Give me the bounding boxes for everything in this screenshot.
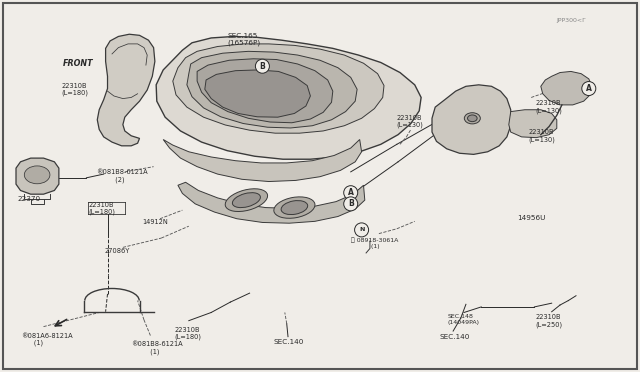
Polygon shape — [97, 34, 155, 146]
Polygon shape — [432, 85, 511, 154]
Polygon shape — [541, 71, 592, 105]
Ellipse shape — [274, 197, 315, 218]
Ellipse shape — [281, 201, 308, 215]
Circle shape — [344, 186, 358, 200]
Polygon shape — [163, 140, 362, 182]
Text: 22310B
(L=130): 22310B (L=130) — [397, 115, 424, 128]
FancyBboxPatch shape — [3, 3, 637, 369]
Text: B: B — [348, 199, 353, 208]
Text: SEC.140: SEC.140 — [439, 334, 469, 340]
Ellipse shape — [232, 193, 260, 208]
Polygon shape — [197, 59, 333, 123]
Circle shape — [255, 59, 269, 73]
Text: A: A — [348, 188, 354, 197]
Text: B: B — [260, 62, 265, 71]
Text: JPP300<Γ: JPP300<Γ — [557, 18, 586, 23]
Text: 22310B
(L=180): 22310B (L=180) — [88, 202, 115, 215]
Text: ®081B8-6121A
         (2): ®081B8-6121A (2) — [96, 169, 148, 183]
Ellipse shape — [465, 113, 480, 124]
Text: 14956U: 14956U — [517, 215, 545, 221]
Circle shape — [344, 197, 358, 211]
Text: A: A — [586, 84, 592, 93]
Text: 22310B
(L=130): 22310B (L=130) — [529, 129, 556, 143]
Circle shape — [355, 223, 369, 237]
Text: SEC.148
(14049PA): SEC.148 (14049PA) — [448, 314, 480, 325]
Text: ®081B8-6121A
         (1): ®081B8-6121A (1) — [131, 341, 183, 355]
Text: 22370: 22370 — [18, 196, 41, 202]
Ellipse shape — [467, 115, 477, 122]
Text: N: N — [359, 227, 364, 232]
Polygon shape — [173, 44, 384, 133]
Text: 14912N: 14912N — [142, 219, 168, 225]
Text: 27086Y: 27086Y — [104, 248, 130, 254]
Polygon shape — [16, 158, 59, 194]
Text: 22310B
(L=180): 22310B (L=180) — [174, 327, 201, 340]
Text: SEC.165
(16576P): SEC.165 (16576P) — [228, 33, 261, 46]
Text: 22310B
(L=180): 22310B (L=180) — [61, 83, 88, 96]
Polygon shape — [187, 51, 357, 128]
Text: 22310B
(L=250): 22310B (L=250) — [535, 314, 562, 328]
Text: FRONT: FRONT — [63, 59, 93, 68]
Polygon shape — [156, 36, 421, 159]
Polygon shape — [509, 110, 557, 138]
Text: ⒩ 08918-3061A
          (1): ⒩ 08918-3061A (1) — [351, 237, 398, 249]
Text: 22310B
(L=130): 22310B (L=130) — [535, 100, 562, 114]
Ellipse shape — [225, 189, 268, 212]
Ellipse shape — [24, 166, 50, 184]
Text: SEC.140: SEC.140 — [273, 339, 303, 345]
Circle shape — [582, 81, 596, 96]
Text: ®081A6-8121A
      (1): ®081A6-8121A (1) — [21, 333, 73, 346]
Polygon shape — [178, 182, 365, 223]
Polygon shape — [205, 70, 310, 117]
